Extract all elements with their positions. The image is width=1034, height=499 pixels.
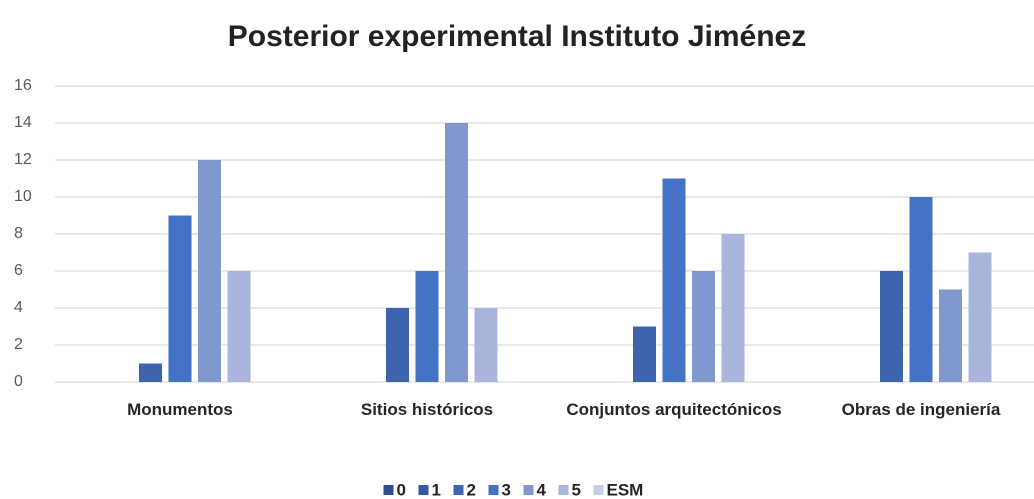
legend-swatch: [593, 485, 604, 495]
bar: [474, 308, 498, 382]
legend-swatch: [453, 485, 464, 495]
x-tick-label: Sitios históricos: [360, 400, 494, 419]
x-tick-label: Monumentos: [127, 400, 233, 419]
legend-swatch: [418, 485, 429, 495]
bar: [721, 234, 745, 382]
legend-swatch: [523, 485, 534, 495]
bar: [415, 271, 439, 382]
bar: [386, 308, 409, 382]
legend-label: 5: [572, 480, 581, 499]
bar: [198, 160, 221, 382]
legend-label: 0: [397, 480, 406, 499]
bar: [968, 252, 992, 382]
legend-label: 1: [432, 480, 441, 499]
bar: [168, 215, 192, 382]
legend-label: 2: [467, 480, 476, 499]
y-tick-label: 10: [14, 188, 32, 205]
x-tick-label: Obras de ingeniería: [841, 400, 1001, 419]
legend-swatch: [383, 485, 394, 495]
y-tick-label: 8: [14, 225, 23, 242]
bar: [692, 271, 715, 382]
bar: [939, 289, 962, 382]
legend-label: 3: [502, 480, 511, 499]
bar: [909, 197, 933, 382]
y-tick-label: 0: [14, 373, 23, 390]
bar: [633, 326, 656, 382]
bar: [880, 271, 903, 382]
y-tick-label: 2: [14, 336, 23, 353]
bar: [139, 363, 162, 382]
bar: [227, 271, 251, 382]
bar: [662, 178, 686, 382]
y-tick-label: 12: [14, 151, 32, 168]
chart-title: Posterior experimental Instituto Jiménez: [228, 20, 806, 53]
legend-swatch: [558, 485, 569, 495]
y-tick-label: 4: [14, 299, 23, 316]
bar: [445, 123, 468, 382]
legend-label: ESM: [607, 480, 644, 499]
y-tick-label: 14: [14, 114, 32, 131]
y-tick-label: 6: [14, 262, 23, 279]
y-tick-label: 16: [14, 77, 32, 94]
legend-swatch: [488, 485, 499, 495]
x-tick-label: Conjuntos arquitectónicos: [566, 400, 782, 419]
legend-label: 4: [537, 480, 547, 499]
